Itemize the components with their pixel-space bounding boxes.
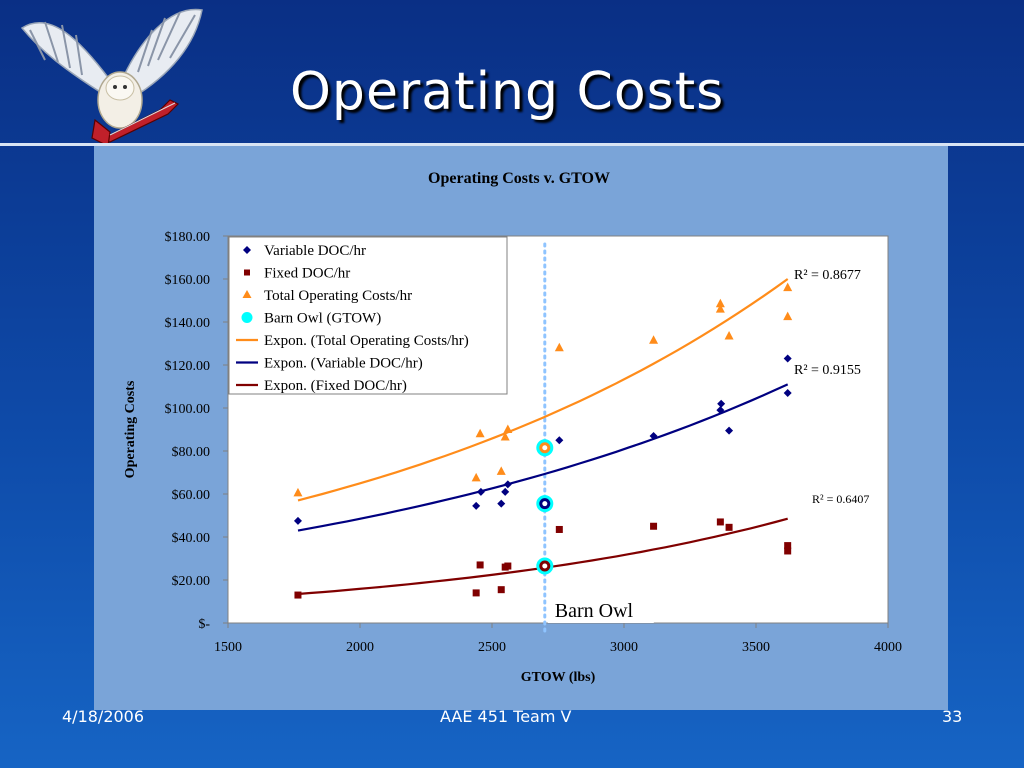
fixed-doc-hr-point [472, 589, 480, 597]
barn-owl-guitar-logo [20, 8, 203, 147]
fixed-doc-hr-point [476, 561, 484, 569]
fixed-doc-hr-point [784, 542, 792, 550]
title-divider [0, 143, 1024, 146]
r-squared-label: R² = 0.8677 [794, 268, 861, 283]
fixed-doc-hr-point [294, 591, 302, 599]
x-tick-label: 1500 [214, 640, 242, 655]
variable-doc-hr-point [716, 406, 725, 415]
barn-owl-annotation-box [547, 595, 654, 623]
slide-title: Operating Costs [290, 62, 725, 122]
fixed-doc-hr-point [725, 523, 733, 531]
variable-doc-hr-point [503, 480, 512, 489]
variable-doc-hr-point [783, 354, 792, 363]
legend-swatch-fixed [244, 269, 250, 276]
y-tick-label: $60.00 [172, 488, 211, 503]
variable-doc-hr-point [555, 436, 564, 445]
total-operating-costs-hr-point [293, 487, 303, 497]
y-tick-label: $100.00 [165, 402, 211, 417]
x-tick-label: 4000 [874, 640, 902, 655]
legend-label: Expon. (Variable DOC/hr) [264, 356, 423, 372]
total-operating-costs-hr-point [471, 472, 481, 482]
legend-swatch-variable [243, 246, 251, 254]
x-axis-label: GTOW (lbs) [521, 670, 596, 685]
y-tick-label: $80.00 [172, 445, 211, 460]
variable-doc-hr-point [725, 426, 734, 435]
y-tick-label: $180.00 [165, 230, 211, 245]
fixed-doc-hr-point [716, 518, 724, 526]
y-tick-label: $40.00 [172, 531, 211, 546]
fixed-doc-hr-point [497, 586, 505, 594]
x-tick-label: 2000 [346, 640, 374, 655]
variable-doc-hr-point [649, 431, 658, 440]
r-squared-label: R² = 0.6407 [812, 492, 869, 506]
total-operating-costs-hr-point [496, 466, 506, 475]
barn-owl-point-center [542, 501, 548, 507]
total-operating-costs-hr-point [783, 311, 793, 321]
fixed-doc-hr-point [784, 547, 792, 555]
footer-center: AAE 451 Team V [440, 707, 572, 726]
barn-owl-annotation: Barn Owl [555, 600, 634, 622]
variable-doc-hr-point [293, 516, 302, 525]
total-operating-costs-hr-point [783, 282, 793, 292]
chart-title: Operating Costs v. GTOW [428, 170, 610, 187]
legend-swatch-barn-owl [241, 312, 253, 323]
x-tick-label: 3500 [742, 640, 770, 655]
total-operating-costs-hr-point [475, 428, 485, 438]
legend-label: Total Operating Costs/hr [264, 288, 412, 304]
total-operating-costs-hr-point [500, 432, 510, 441]
footer-page-number: 33 [942, 707, 963, 726]
y-tick-label: $120.00 [165, 359, 211, 374]
legend-label: Expon. (Total Operating Costs/hr) [264, 333, 469, 349]
legend-label: Variable DOC/hr [264, 243, 366, 259]
total-operating-costs-hr-point [715, 304, 725, 313]
y-tick-label: $160.00 [165, 273, 211, 288]
legend-label: Fixed DOC/hr [264, 266, 350, 282]
variable-doc-hr-point [783, 388, 792, 397]
x-tick-label: 2500 [478, 640, 506, 655]
variable-doc-hr-point [476, 487, 485, 496]
total-operating-costs-hr-point [724, 330, 734, 340]
trendline-variable [297, 383, 789, 532]
chart-panel: Operating Costs v. GTOW $- $20.00 $40.00 $60… [94, 146, 948, 710]
legend-label: Expon. (Fixed DOC/hr) [264, 378, 407, 394]
legend-swatch-total [242, 290, 252, 298]
chart-legend [228, 236, 508, 395]
total-operating-costs-hr-point [649, 335, 659, 344]
trendline-total [297, 278, 789, 502]
fixed-doc-hr-point [504, 562, 512, 570]
variable-doc-hr-point [497, 499, 506, 508]
y-tick-label: $- [198, 617, 210, 632]
y-tick-label: $20.00 [172, 574, 211, 589]
barn-owl-point-center [542, 563, 548, 569]
total-operating-costs-hr-point [715, 298, 725, 308]
footer-date: 4/18/2006 [62, 707, 145, 726]
legend-label: Barn Owl (GTOW) [264, 311, 381, 327]
operating-costs-chart: Operating Costs v. GTOW $- $20.00 $40.00 $60… [123, 170, 902, 685]
r-squared-label: R² = 0.9155 [794, 363, 861, 378]
x-tick-label: 3000 [610, 640, 638, 655]
total-operating-costs-hr-point [503, 424, 513, 433]
y-tick-label: $140.00 [165, 316, 211, 331]
barn-owl-point-center [542, 445, 548, 451]
y-axis-label: Operating Costs [123, 380, 138, 478]
variable-doc-hr-point [717, 399, 726, 408]
variable-doc-hr-point [472, 501, 481, 510]
variable-doc-hr-point [501, 487, 510, 496]
fixed-doc-hr-point [555, 525, 563, 533]
total-operating-costs-hr-point [554, 342, 564, 352]
fixed-doc-hr-point [650, 522, 658, 530]
